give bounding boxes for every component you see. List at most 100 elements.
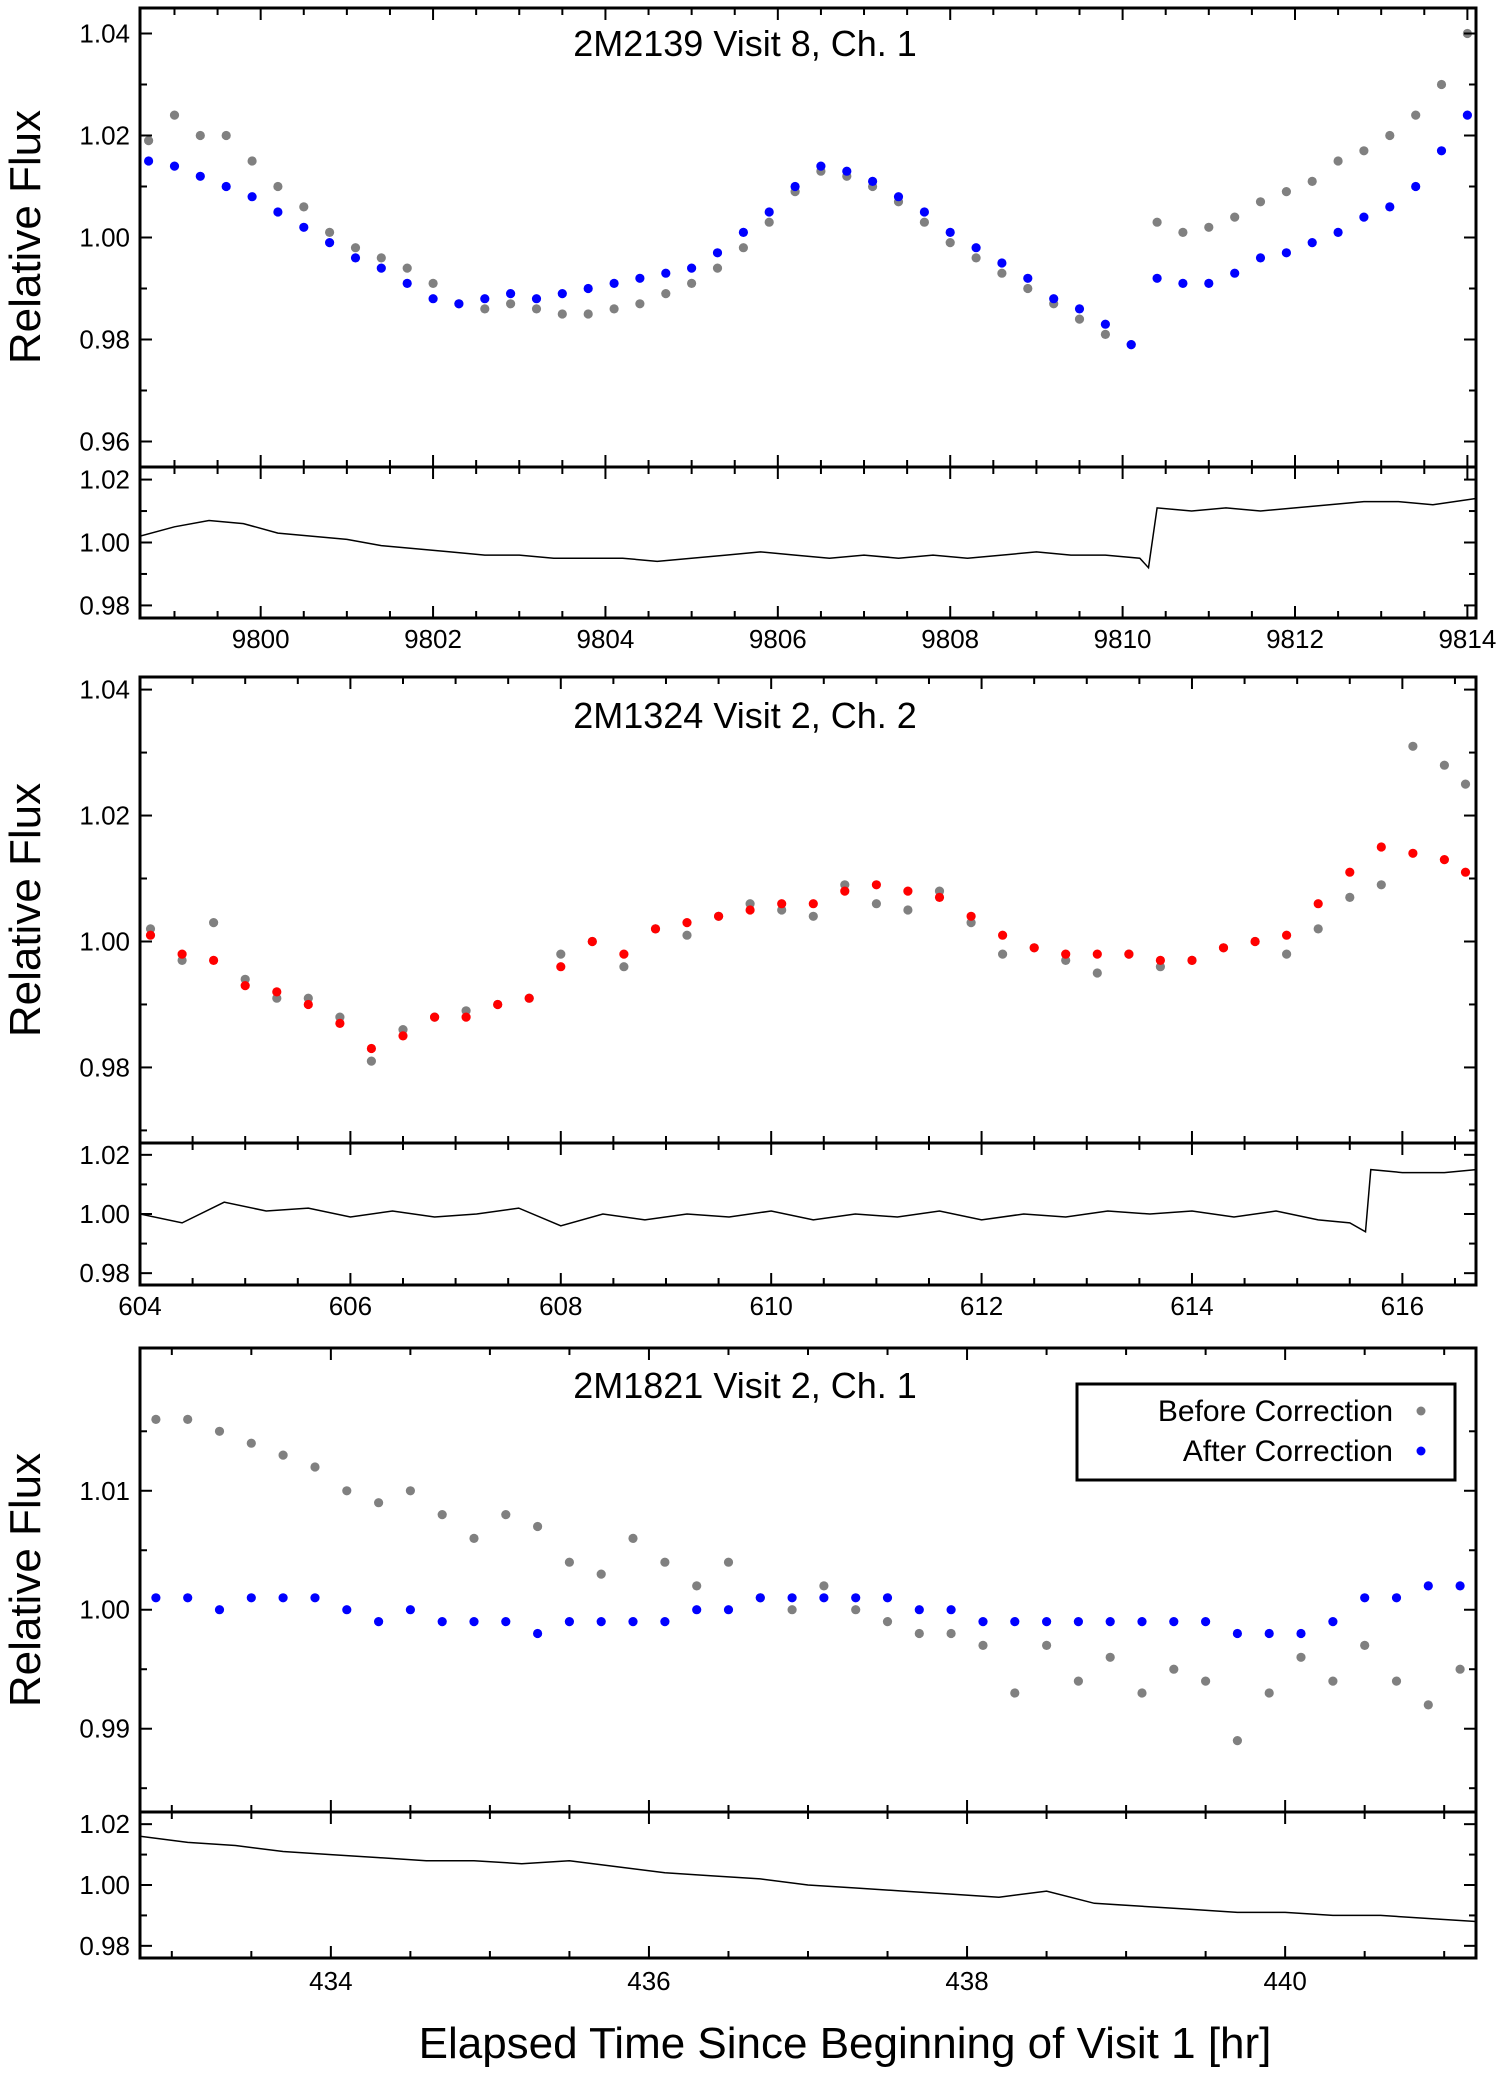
before-correction-point bbox=[1100, 329, 1110, 339]
after-correction-point bbox=[596, 1617, 606, 1627]
before-correction-point bbox=[533, 1521, 543, 1532]
before-correction-point bbox=[840, 880, 850, 890]
before-correction-point bbox=[1178, 227, 1188, 237]
main-plot-frame bbox=[138, 6, 1478, 469]
before-correction-point bbox=[777, 905, 787, 915]
after-correction-point bbox=[533, 1628, 543, 1639]
before-correction-point bbox=[247, 156, 257, 166]
before-correction-point bbox=[851, 1605, 861, 1615]
y-main-tick-label: 1.02 bbox=[79, 121, 130, 151]
after-correction-point bbox=[1029, 943, 1039, 953]
main-plot-frame bbox=[138, 675, 1478, 1145]
after-correction-point bbox=[501, 1617, 511, 1627]
before-correction-point bbox=[1264, 1688, 1274, 1698]
after-correction-point bbox=[1155, 955, 1165, 966]
after-correction-point bbox=[1328, 1617, 1338, 1627]
after-correction-point bbox=[335, 1018, 345, 1028]
panel-2: 604 606 608 610 612 614 616 0.98 1.00 1.02 1.04 0.9… bbox=[1, 675, 1478, 1321]
before-correction-point bbox=[169, 110, 180, 120]
after-correction-point bbox=[1359, 212, 1369, 222]
before-correction-point bbox=[1023, 283, 1033, 294]
before-correction-point bbox=[596, 1569, 606, 1579]
after-correction-point bbox=[851, 1593, 861, 1603]
before-correction-point bbox=[214, 1426, 225, 1436]
after-correction-point bbox=[564, 1617, 575, 1627]
before-correction-point bbox=[398, 1025, 408, 1035]
before-correction-point bbox=[1074, 314, 1085, 324]
panel-title: 2M1821 Visit 2, Ch. 1 bbox=[573, 1365, 917, 1406]
after-correction-point bbox=[461, 1012, 471, 1022]
after-correction-point bbox=[1411, 181, 1421, 192]
after-correction-point bbox=[1169, 1617, 1179, 1627]
after-correction-point bbox=[966, 911, 976, 921]
before-correction-point bbox=[934, 886, 945, 896]
after-correction-point bbox=[1137, 1617, 1147, 1627]
panel-title: 2M2139 Visit 8, Ch. 1 bbox=[573, 23, 917, 64]
after-correction-point bbox=[169, 161, 180, 171]
after-correction-point bbox=[151, 1593, 161, 1603]
before-correction-point bbox=[971, 253, 981, 263]
after-correction-point bbox=[978, 1617, 988, 1627]
after-correction-point bbox=[350, 253, 361, 263]
after-correction-point bbox=[790, 181, 800, 192]
after-correction-point bbox=[714, 911, 724, 921]
after-correction-point bbox=[1462, 110, 1472, 120]
after-correction-point bbox=[1126, 340, 1136, 350]
after-correction-point bbox=[493, 999, 503, 1010]
after-correction-point bbox=[145, 930, 156, 940]
after-correction-point bbox=[868, 176, 878, 186]
y-main-tick-label: 1.00 bbox=[79, 926, 130, 956]
before-correction-point bbox=[1232, 1736, 1242, 1746]
after-correction-point bbox=[882, 1593, 893, 1603]
after-correction-point bbox=[1455, 1581, 1465, 1591]
after-correction-point bbox=[587, 936, 597, 947]
after-correction-point bbox=[557, 289, 567, 299]
before-correction-point bbox=[1230, 212, 1240, 222]
after-correction-point bbox=[764, 207, 774, 217]
before-correction-point bbox=[966, 918, 976, 928]
before-correction-point bbox=[1092, 968, 1102, 978]
after-correction-point bbox=[1436, 146, 1447, 156]
after-correction-point bbox=[374, 1617, 384, 1627]
before-correction-point bbox=[871, 899, 882, 909]
before-correction-point bbox=[1042, 1640, 1052, 1650]
after-correction-point bbox=[842, 166, 852, 176]
y-residual-tick-label: 1.02 bbox=[79, 465, 130, 495]
before-correction-point bbox=[661, 289, 671, 299]
after-correction-point bbox=[1391, 1593, 1402, 1603]
before-correction-point bbox=[1333, 156, 1343, 166]
y-residual-tick-label: 1.00 bbox=[79, 1870, 130, 1900]
after-correction-point bbox=[376, 263, 386, 273]
x-tick-label: 9810 bbox=[1094, 624, 1152, 654]
x-tick-label: 438 bbox=[945, 1966, 988, 1996]
before-correction-point bbox=[1328, 1676, 1338, 1686]
before-correction-point bbox=[1408, 741, 1418, 751]
after-correction-point bbox=[273, 207, 283, 217]
after-correction-point bbox=[506, 289, 516, 299]
after-correction-point bbox=[903, 886, 913, 896]
after-correction-point bbox=[1204, 278, 1214, 288]
x-tick-label: 436 bbox=[627, 1966, 670, 1996]
after-correction-point bbox=[1423, 1581, 1433, 1591]
before-correction-point bbox=[195, 130, 205, 141]
after-correction-point bbox=[1218, 943, 1229, 953]
after-correction-point bbox=[1313, 899, 1323, 909]
y-main-tick-label: 1.02 bbox=[79, 801, 130, 831]
before-correction-point bbox=[997, 268, 1007, 278]
after-correction-point bbox=[221, 181, 231, 192]
after-correction-point bbox=[209, 955, 219, 966]
y-residual-tick-label: 1.02 bbox=[79, 1140, 130, 1170]
data-points bbox=[144, 28, 1472, 350]
before-correction-point bbox=[1423, 1700, 1433, 1710]
before-correction-point bbox=[738, 243, 749, 253]
before-correction-point bbox=[1391, 1676, 1402, 1686]
after-correction-point bbox=[745, 905, 755, 915]
after-correction-point bbox=[272, 987, 282, 997]
after-correction-point bbox=[687, 263, 697, 273]
before-correction-point bbox=[1255, 197, 1266, 207]
before-correction-point bbox=[480, 304, 490, 314]
y-axis-title: Relative Flux bbox=[1, 110, 50, 364]
after-correction-point bbox=[1073, 1617, 1083, 1627]
before-correction-point bbox=[1460, 779, 1471, 789]
before-correction-point bbox=[299, 202, 309, 212]
